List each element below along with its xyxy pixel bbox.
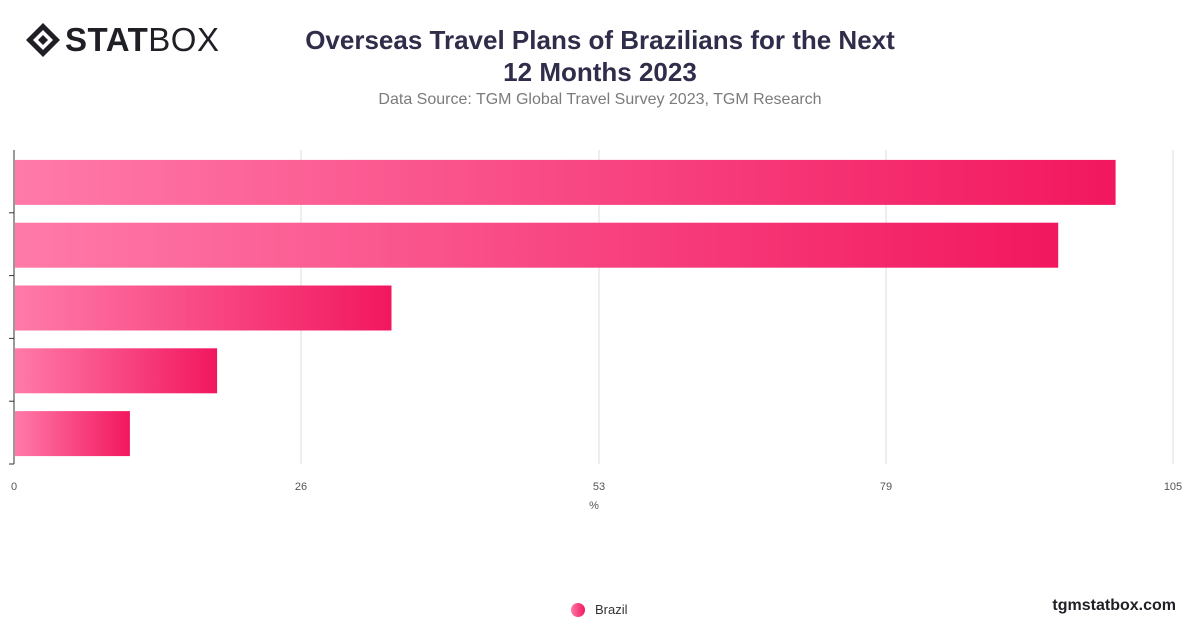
bar[interactable] xyxy=(15,285,392,331)
legend-marker xyxy=(571,602,585,617)
legend[interactable]: Brazil xyxy=(571,602,628,617)
bar[interactable] xyxy=(15,348,218,394)
site-url: tgmstatbox.com xyxy=(1052,597,1176,614)
legend-label: Brazil xyxy=(595,602,628,617)
chart-title: Overseas Travel Plans of Brazilians for … xyxy=(305,25,895,87)
x-axis-title: % xyxy=(589,500,599,512)
x-tick-label: 53 xyxy=(593,481,605,493)
x-tick-label: 79 xyxy=(880,481,892,493)
bar[interactable] xyxy=(15,411,130,457)
chart-subtitle: Data Source: TGM Global Travel Survey 20… xyxy=(378,91,822,108)
logo-text-bold: STAT xyxy=(65,21,149,58)
x-tick-label: 26 xyxy=(295,481,307,493)
statbox-logo: STATBOX xyxy=(25,22,219,58)
bar[interactable] xyxy=(15,159,1116,205)
x-tick-label: 0 xyxy=(11,481,17,493)
x-tick-label: 105 xyxy=(1164,481,1182,493)
logo-wordmark: STATBOX xyxy=(65,22,219,58)
statbox-diamond-icon xyxy=(26,23,60,57)
bar[interactable] xyxy=(15,222,1059,268)
logo-text-light: BOX xyxy=(148,21,220,58)
